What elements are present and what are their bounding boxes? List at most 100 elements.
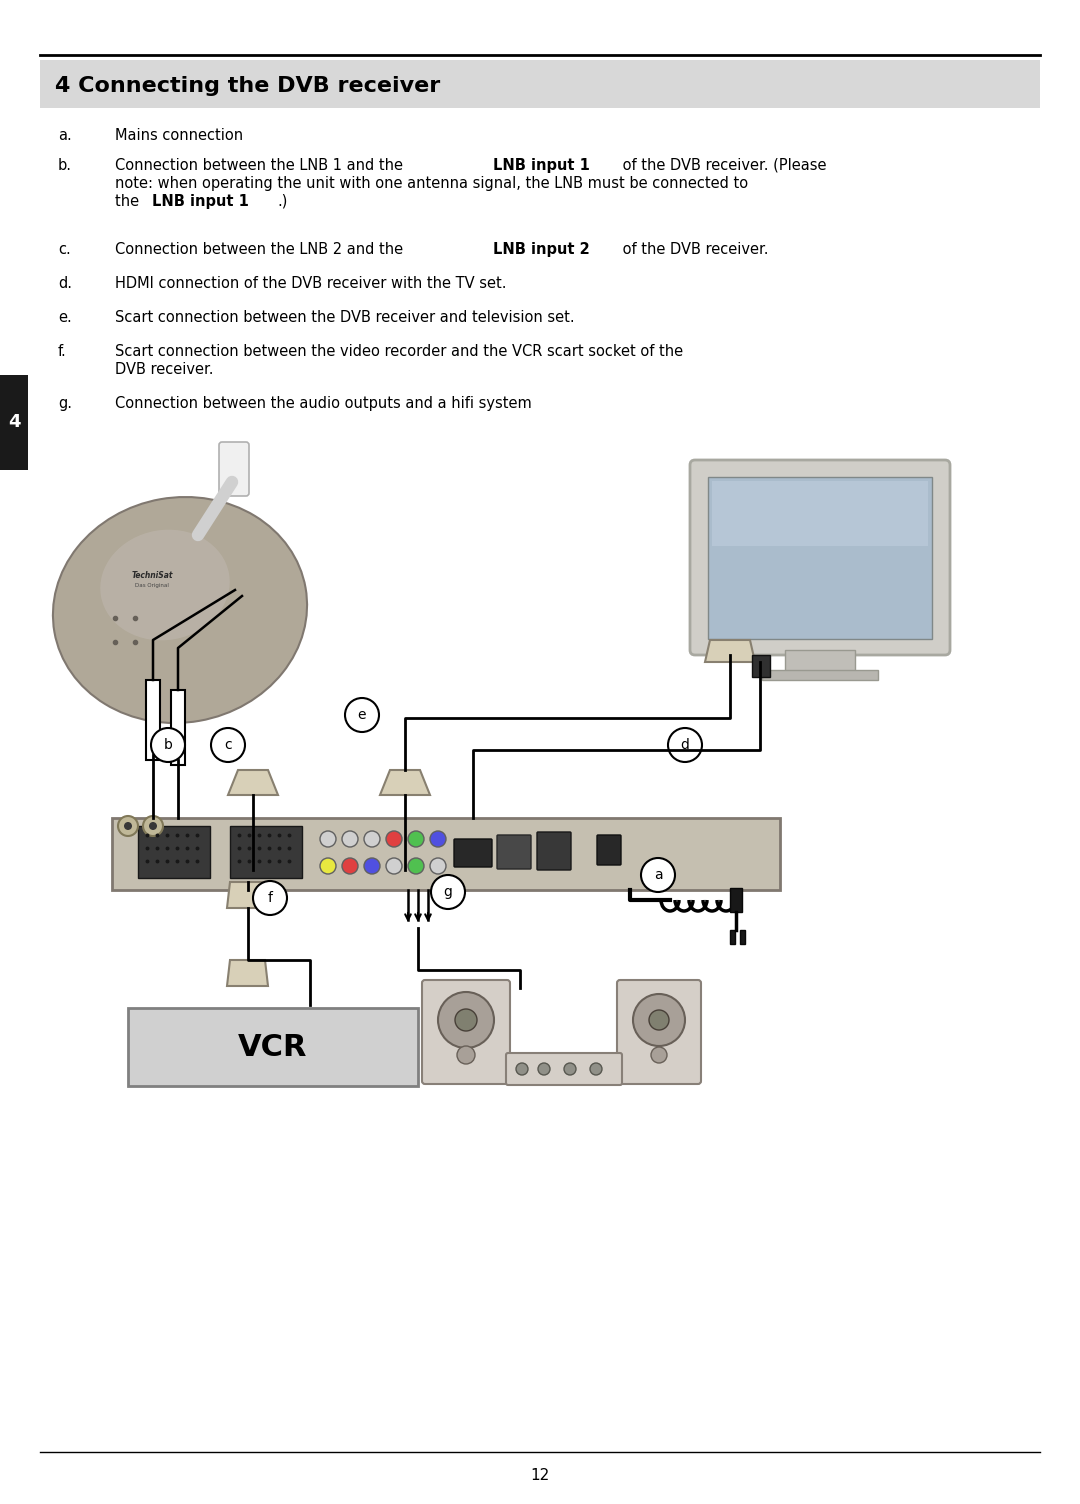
Circle shape [455, 1009, 477, 1032]
Text: .): .) [278, 194, 287, 209]
Bar [146, 680, 160, 760]
Circle shape [633, 994, 685, 1045]
Circle shape [457, 1045, 475, 1063]
Bar [708, 477, 932, 639]
Circle shape [211, 728, 245, 763]
Bar [138, 826, 210, 878]
Circle shape [590, 1063, 602, 1075]
Circle shape [124, 823, 132, 830]
Circle shape [431, 875, 465, 908]
Text: LNB input 1: LNB input 1 [492, 158, 590, 173]
Circle shape [342, 832, 357, 847]
Bar [112, 818, 780, 890]
Text: Connection between the LNB 2 and the: Connection between the LNB 2 and the [114, 242, 408, 257]
Bar [230, 826, 302, 878]
Circle shape [642, 857, 675, 892]
Text: g.: g. [58, 396, 72, 411]
Text: of the DVB receiver.: of the DVB receiver. [618, 242, 768, 257]
Bar [740, 929, 745, 945]
Text: Connection between the audio outputs and a hifi system: Connection between the audio outputs and… [114, 396, 531, 411]
Bar [171, 690, 185, 766]
Circle shape [253, 881, 287, 914]
Circle shape [118, 817, 138, 836]
Bar [40, 60, 1040, 108]
Circle shape [649, 1011, 669, 1030]
Text: e.: e. [58, 310, 71, 325]
Circle shape [538, 1063, 550, 1075]
Circle shape [149, 823, 157, 830]
Circle shape [320, 857, 336, 874]
Text: 12: 12 [530, 1468, 550, 1483]
Ellipse shape [53, 496, 307, 723]
Circle shape [564, 1063, 576, 1075]
Circle shape [669, 728, 702, 763]
FancyBboxPatch shape [219, 442, 249, 496]
Polygon shape [228, 770, 278, 796]
Bar [0, 374, 28, 469]
Text: HDMI connection of the DVB receiver with the TV set.: HDMI connection of the DVB receiver with… [114, 277, 507, 290]
Text: the: the [114, 194, 144, 209]
Circle shape [364, 857, 380, 874]
Bar [762, 669, 878, 680]
Text: f: f [268, 890, 272, 905]
Text: e: e [357, 708, 366, 722]
Text: Scart connection between the video recorder and the VCR scart socket of the: Scart connection between the video recor… [114, 344, 684, 359]
Polygon shape [227, 881, 268, 908]
Circle shape [364, 832, 380, 847]
Text: a.: a. [58, 128, 71, 143]
Text: c: c [225, 738, 232, 752]
Text: note: when operating the unit with one antenna signal, the LNB must be connected: note: when operating the unit with one a… [114, 176, 748, 191]
Bar [730, 887, 742, 911]
Bar [785, 650, 855, 672]
Circle shape [386, 832, 402, 847]
Bar [752, 656, 770, 677]
Text: g: g [444, 884, 453, 899]
Text: of the DVB receiver. (Please: of the DVB receiver. (Please [618, 158, 826, 173]
Text: TechniSat: TechniSat [132, 570, 173, 579]
Polygon shape [227, 960, 268, 987]
FancyBboxPatch shape [617, 981, 701, 1084]
Bar [730, 929, 735, 945]
Text: d.: d. [58, 277, 72, 290]
FancyBboxPatch shape [597, 835, 621, 865]
Ellipse shape [100, 529, 230, 641]
Circle shape [408, 832, 424, 847]
FancyBboxPatch shape [537, 832, 571, 869]
Text: b: b [163, 738, 173, 752]
FancyBboxPatch shape [507, 1053, 622, 1084]
Circle shape [408, 857, 424, 874]
Circle shape [430, 857, 446, 874]
Circle shape [516, 1063, 528, 1075]
Text: c.: c. [58, 242, 71, 257]
FancyBboxPatch shape [422, 981, 510, 1084]
Circle shape [151, 728, 185, 763]
Circle shape [438, 993, 494, 1048]
Circle shape [386, 857, 402, 874]
Text: Das Original: Das Original [135, 584, 168, 588]
Polygon shape [380, 770, 430, 796]
Text: f.: f. [58, 344, 67, 359]
Text: 4: 4 [8, 414, 21, 432]
Text: Mains connection: Mains connection [114, 128, 243, 143]
Text: DVB receiver.: DVB receiver. [114, 362, 214, 378]
Text: LNB input 2: LNB input 2 [492, 242, 590, 257]
Text: a: a [653, 868, 662, 881]
FancyBboxPatch shape [454, 839, 492, 866]
Text: Connection between the LNB 1 and the: Connection between the LNB 1 and the [114, 158, 407, 173]
Polygon shape [705, 641, 755, 662]
FancyBboxPatch shape [497, 835, 531, 869]
FancyBboxPatch shape [690, 460, 950, 656]
Text: d: d [680, 738, 689, 752]
Circle shape [651, 1047, 667, 1063]
Bar [712, 481, 928, 546]
Text: VCR: VCR [239, 1033, 308, 1062]
Bar [129, 1008, 418, 1086]
Circle shape [143, 817, 163, 836]
Text: LNB input 1: LNB input 1 [152, 194, 249, 209]
Circle shape [345, 698, 379, 732]
Circle shape [430, 832, 446, 847]
Circle shape [320, 832, 336, 847]
Text: Scart connection between the DVB receiver and television set.: Scart connection between the DVB receive… [114, 310, 575, 325]
Text: b.: b. [58, 158, 72, 173]
Text: 4 Connecting the DVB receiver: 4 Connecting the DVB receiver [55, 77, 441, 96]
